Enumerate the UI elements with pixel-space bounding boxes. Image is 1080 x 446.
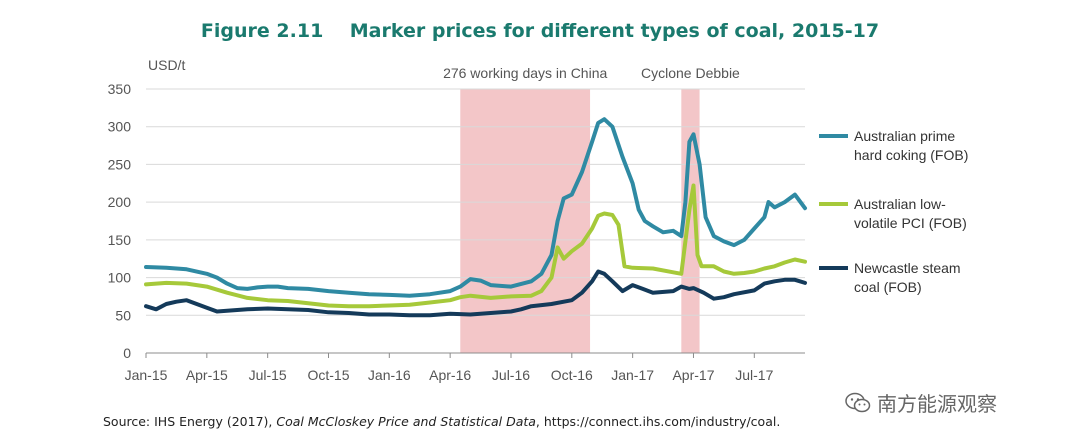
source-title: Coal McCloskey Price and Statistical Dat… <box>276 414 536 429</box>
legend-label-1-line-2: hard coking (FOB) <box>854 147 968 163</box>
series-lines <box>144 117 807 318</box>
annotation-label-1: 276 working days in China <box>443 65 607 81</box>
watermark: 南方能源观察 <box>845 388 997 417</box>
source-prefix: Source: IHS Energy (2017), <box>103 414 277 429</box>
x-tick-label-11: Jul-17 <box>735 367 773 383</box>
y-tick-label-250: 250 <box>108 156 132 172</box>
legend: Australian prime hard coking (FOB) Austral… <box>819 128 968 295</box>
legend-label-2-line-1: Australian low- <box>854 196 946 212</box>
x-tick-label-6: Apr-16 <box>429 367 471 383</box>
x-axis: Jan-15 Apr-15 Jul-15 Oct-15 Jan-16 Apr-16 Jul-… <box>125 352 805 383</box>
y-tick-label-50: 50 <box>115 307 131 323</box>
series-line-1 <box>144 117 807 298</box>
wechat-icon <box>845 392 871 412</box>
x-tick-label-8: Oct-16 <box>551 367 593 383</box>
x-tick-label-1: Jan-15 <box>125 367 168 383</box>
watermark-text: 南方能源观察 <box>877 392 997 416</box>
x-tick-label-5: Jan-16 <box>368 367 411 383</box>
legend-label-1-line-1: Australian prime <box>854 128 955 144</box>
y-axis-unit-label: USD/t <box>148 57 185 73</box>
y-tick-label-150: 150 <box>108 232 132 248</box>
y-axis: 0 50 100 150 200 250 300 350 <box>108 81 132 361</box>
y-tick-label-200: 200 <box>108 194 132 210</box>
x-tick-label-10: Apr-17 <box>672 367 714 383</box>
chart-title: Figure 2.11 Marker prices for different … <box>200 20 880 42</box>
legend-label-2-line-2: volatile PCI (FOB) <box>854 215 967 231</box>
legend-label-3-line-2: coal (FOB) <box>854 279 922 295</box>
y-tick-label-0: 0 <box>123 345 131 361</box>
series-line-2 <box>144 183 807 309</box>
gridlines <box>146 88 805 316</box>
series-line-3 <box>144 269 807 318</box>
x-tick-label-4: Oct-15 <box>307 367 349 383</box>
x-tick-label-2: Apr-15 <box>186 367 228 383</box>
annotation-label-2: Cyclone Debbie <box>641 65 740 81</box>
legend-label-3-line-1: Newcastle steam <box>854 260 961 276</box>
y-tick-label-350: 350 <box>108 81 132 97</box>
x-tick-label-3: Jul-15 <box>249 367 287 383</box>
source-suffix: , https://connect.ihs.com/industry/coal. <box>535 414 781 429</box>
source-note: Source: IHS Energy (2017), Coal McCloske… <box>103 414 780 429</box>
x-tick-label-7: Jul-16 <box>492 367 530 383</box>
y-tick-label-100: 100 <box>108 270 132 286</box>
y-tick-label-300: 300 <box>108 119 132 135</box>
x-tick-label-9: Jan-17 <box>611 367 654 383</box>
